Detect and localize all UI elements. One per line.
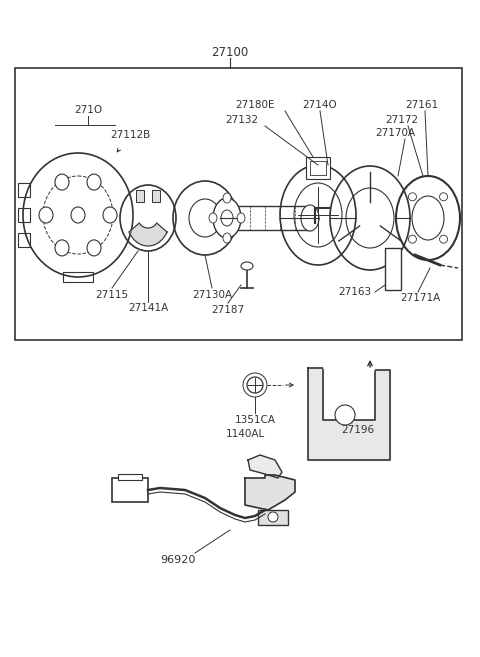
Text: 271O: 271O bbox=[74, 105, 102, 115]
Ellipse shape bbox=[223, 233, 231, 243]
Polygon shape bbox=[245, 475, 295, 510]
Ellipse shape bbox=[209, 213, 217, 223]
Text: 27163: 27163 bbox=[338, 287, 372, 297]
Ellipse shape bbox=[268, 512, 278, 522]
Text: 27180E: 27180E bbox=[235, 100, 275, 110]
Ellipse shape bbox=[408, 235, 417, 243]
Bar bbox=[118, 474, 142, 480]
Text: 27161: 27161 bbox=[406, 100, 439, 110]
Bar bbox=[385, 248, 401, 290]
Text: 1140AL: 1140AL bbox=[226, 429, 264, 439]
Ellipse shape bbox=[55, 240, 69, 256]
Bar bbox=[15, 68, 462, 340]
Polygon shape bbox=[129, 223, 167, 246]
Ellipse shape bbox=[103, 207, 117, 223]
Bar bbox=[306, 157, 330, 179]
Text: 27115: 27115 bbox=[96, 290, 129, 300]
Polygon shape bbox=[248, 455, 282, 478]
Bar bbox=[152, 190, 160, 202]
Ellipse shape bbox=[55, 174, 69, 190]
Ellipse shape bbox=[213, 198, 241, 238]
Bar bbox=[18, 183, 30, 197]
Text: 27196: 27196 bbox=[341, 425, 374, 435]
Text: 27141A: 27141A bbox=[128, 303, 168, 313]
Text: 27100: 27100 bbox=[211, 45, 249, 58]
Ellipse shape bbox=[87, 240, 101, 256]
Ellipse shape bbox=[335, 405, 355, 425]
Bar bbox=[18, 233, 30, 247]
Ellipse shape bbox=[241, 262, 253, 270]
Polygon shape bbox=[308, 368, 390, 460]
Ellipse shape bbox=[440, 193, 447, 201]
Ellipse shape bbox=[440, 235, 447, 243]
Ellipse shape bbox=[301, 205, 319, 231]
Text: 27130A: 27130A bbox=[192, 290, 232, 300]
Bar bbox=[63, 272, 93, 282]
Text: 1351CA: 1351CA bbox=[235, 415, 276, 425]
Text: 27172: 27172 bbox=[385, 115, 419, 125]
Ellipse shape bbox=[39, 207, 53, 223]
Polygon shape bbox=[323, 368, 375, 370]
Text: 27132: 27132 bbox=[226, 115, 259, 125]
Ellipse shape bbox=[71, 207, 85, 223]
Text: 27170A: 27170A bbox=[375, 128, 415, 138]
Ellipse shape bbox=[223, 193, 231, 203]
Ellipse shape bbox=[87, 174, 101, 190]
Bar bbox=[136, 190, 144, 202]
Text: 27171A: 27171A bbox=[400, 293, 440, 303]
Bar bbox=[18, 208, 30, 222]
Bar bbox=[112, 478, 148, 502]
Bar bbox=[310, 161, 326, 175]
Ellipse shape bbox=[247, 377, 263, 393]
Text: 96920: 96920 bbox=[160, 555, 196, 565]
Ellipse shape bbox=[408, 193, 417, 201]
Text: 27187: 27187 bbox=[211, 305, 245, 315]
Text: 27112B: 27112B bbox=[110, 130, 150, 140]
Text: 2714O: 2714O bbox=[302, 100, 337, 110]
Ellipse shape bbox=[237, 213, 245, 223]
Bar bbox=[258, 510, 288, 525]
